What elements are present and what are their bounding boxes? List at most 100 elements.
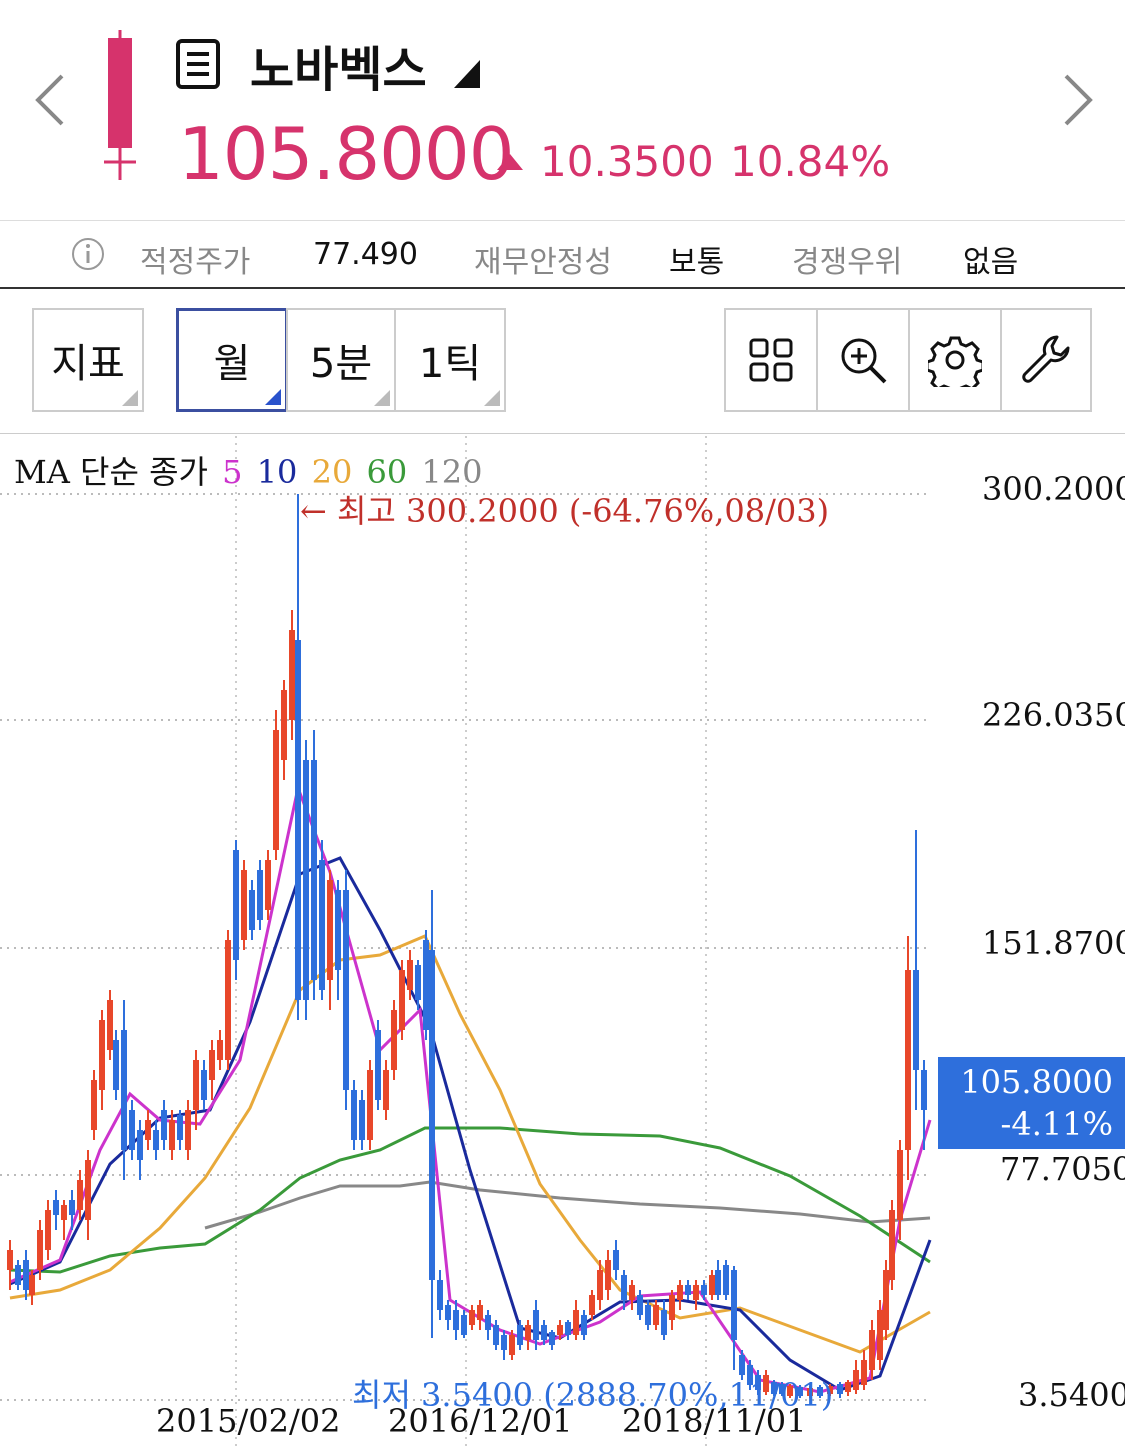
chart-canvas[interactable] xyxy=(0,434,1125,1447)
down-candle xyxy=(723,1265,729,1295)
x-tick-label: 2015/02/02 xyxy=(156,1402,341,1440)
down-candle xyxy=(423,940,429,1030)
down-candle xyxy=(549,1332,555,1345)
down-candle xyxy=(335,890,341,970)
layout-button[interactable] xyxy=(724,308,818,412)
down-candle xyxy=(429,950,435,1280)
dropdown-triangle-icon[interactable] xyxy=(452,58,482,90)
down-candle xyxy=(837,1384,843,1394)
down-candle xyxy=(121,1030,127,1150)
down-candle xyxy=(541,1325,547,1340)
next-arrow-icon[interactable] xyxy=(1058,70,1098,130)
down-candle xyxy=(453,1310,459,1330)
down-candle xyxy=(161,1110,167,1140)
info-icon[interactable] xyxy=(70,236,106,272)
up-candle xyxy=(85,1160,91,1220)
down-candle xyxy=(311,760,317,980)
gear-icon xyxy=(928,336,982,387)
zoom-in-icon xyxy=(841,338,887,384)
price-change: 10.3500 xyxy=(540,137,714,186)
down-candle xyxy=(501,1335,507,1350)
down-candle xyxy=(69,1200,75,1215)
grid-icon xyxy=(749,338,793,382)
stock-name[interactable]: 노바벡스 xyxy=(250,42,427,98)
prev-arrow-icon[interactable] xyxy=(30,70,70,130)
down-candle xyxy=(715,1270,721,1295)
up-candle xyxy=(669,1295,675,1320)
ma-10-line xyxy=(9,856,932,1392)
down-candle xyxy=(565,1322,571,1335)
period-tick-button[interactable]: 1틱 xyxy=(394,308,506,412)
up-triangle-icon xyxy=(497,154,523,170)
indicator-button[interactable]: 지표 xyxy=(32,308,144,412)
stability-value: 보통 xyxy=(669,245,725,280)
up-candle xyxy=(589,1295,595,1315)
down-candle xyxy=(257,870,263,920)
down-candle xyxy=(359,1100,365,1140)
up-candle xyxy=(45,1210,51,1250)
current-price-tag-change: -4.11% xyxy=(1000,1105,1113,1143)
up-candle xyxy=(557,1325,563,1335)
up-candle xyxy=(281,690,287,760)
current-price: 105.8000 xyxy=(178,112,515,196)
y-tick-label: 77.7050 xyxy=(1000,1150,1125,1188)
down-candle xyxy=(53,1200,59,1215)
down-candle xyxy=(493,1325,499,1345)
period-5min-button[interactable]: 5분 xyxy=(286,308,396,412)
up-candle xyxy=(877,1310,883,1360)
up-candle xyxy=(693,1285,699,1300)
up-candle xyxy=(265,860,271,910)
valuation-bar: 적정주가 77.490 재무안정성 보통 경쟁우위 없음 xyxy=(0,220,1125,289)
down-candle xyxy=(913,970,919,1070)
up-candle xyxy=(869,1330,875,1370)
down-candle xyxy=(201,1070,207,1100)
y-tick-label: 3.5400 xyxy=(1018,1376,1125,1414)
down-candle xyxy=(343,890,349,1090)
document-icon[interactable] xyxy=(175,38,221,90)
up-candle xyxy=(209,1050,215,1080)
down-candle xyxy=(303,760,309,1000)
candle-icon xyxy=(104,30,136,180)
low-annotation: 최저 3.5400 (2888.70%,11/01) xyxy=(352,1376,834,1414)
up-candle xyxy=(597,1270,603,1300)
down-candle xyxy=(437,1280,443,1310)
month-label: 월 xyxy=(213,341,251,387)
ma-20-label: 20 xyxy=(311,453,353,491)
zoom-button[interactable] xyxy=(816,308,910,412)
up-candle xyxy=(7,1250,13,1270)
up-candle xyxy=(145,1120,151,1140)
ma-5-label: 5 xyxy=(222,453,243,491)
y-tick-label: 226.0350 xyxy=(982,696,1125,734)
up-candle xyxy=(605,1260,611,1290)
down-candle xyxy=(755,1375,761,1390)
up-candle xyxy=(193,1060,199,1110)
chart-toolbar: 지표 월 5분 1틱 xyxy=(0,288,1125,434)
down-candle xyxy=(153,1130,159,1150)
up-candle xyxy=(367,1070,373,1140)
settings-button[interactable] xyxy=(908,308,1002,412)
y-tick-label: 300.2000 xyxy=(982,470,1125,508)
down-candle xyxy=(23,1260,29,1290)
up-candle xyxy=(853,1370,859,1390)
ma-legend: MA 단순 종가 5 10 20 60 120 xyxy=(14,447,482,493)
up-candle xyxy=(217,1040,223,1060)
price-chart[interactable] xyxy=(0,434,1125,1447)
down-candle xyxy=(15,1265,21,1285)
period-month-button[interactable]: 월 xyxy=(176,308,288,412)
down-candle xyxy=(445,1305,451,1320)
high-annotation: ← 최고 300.2000 (-64.76%,08/03) xyxy=(300,492,830,530)
up-candle xyxy=(91,1080,97,1130)
up-candle xyxy=(845,1382,851,1392)
advantage-value: 없음 xyxy=(963,245,1019,280)
ma-60-label: 60 xyxy=(366,453,408,491)
down-candle xyxy=(747,1365,753,1385)
up-candle xyxy=(289,630,295,720)
ma-5-line xyxy=(9,782,932,1394)
tools-button[interactable] xyxy=(1000,308,1092,412)
up-candle xyxy=(573,1310,579,1335)
ma-120-line xyxy=(204,1180,931,1230)
price-change-percent: 10.84% xyxy=(730,137,891,186)
fair-price-label: 적정주가 xyxy=(140,245,251,280)
down-candle xyxy=(581,1315,587,1335)
down-candle xyxy=(739,1355,745,1375)
